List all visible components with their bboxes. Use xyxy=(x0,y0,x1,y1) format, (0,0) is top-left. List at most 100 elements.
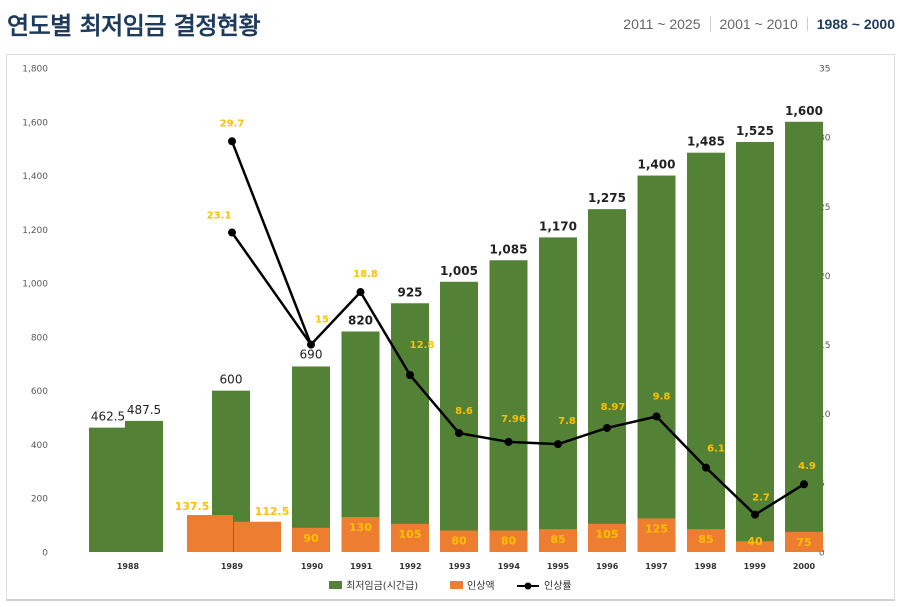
increase-bar xyxy=(785,531,823,552)
x-tick-label: 1992 xyxy=(399,562,421,571)
chart-panel: 02004006008001,0001,2001,4001,6001,80005… xyxy=(6,54,895,601)
wage-bar xyxy=(489,260,528,552)
increase-bar xyxy=(234,521,281,552)
legend-swatch-increase xyxy=(450,581,463,589)
increase-data-label: 137.5 xyxy=(175,500,210,513)
wage-data-label: 690 xyxy=(300,347,323,361)
increase-bar xyxy=(637,518,676,552)
tab-divider xyxy=(709,17,711,31)
wage-bar xyxy=(687,152,725,552)
y-left-tick-label: 1,400 xyxy=(22,172,48,182)
increase-bar xyxy=(588,523,626,552)
x-tick-label: 1999 xyxy=(744,562,767,571)
rate-data-label: 2.7 xyxy=(752,493,770,504)
increase-bar xyxy=(687,529,725,552)
x-tick-label: 2000 xyxy=(793,562,816,571)
rate-point xyxy=(228,137,236,146)
y-left-tick-label: 1,800 xyxy=(22,65,48,75)
rate-data-label: 18.8 xyxy=(353,269,378,280)
tab-1988-2000[interactable]: 1988 ~ 2000 xyxy=(816,16,895,32)
wage-data-label: 1,400 xyxy=(638,158,676,172)
rate-data-label: 12.8 xyxy=(410,340,435,351)
rate-point xyxy=(455,429,463,438)
increase-data-label: 80 xyxy=(501,534,517,547)
increase-bar xyxy=(440,530,478,552)
rate-data-label: 29.7 xyxy=(220,118,245,129)
increase-data-label: 125 xyxy=(645,522,668,535)
increase-data-label: 85 xyxy=(698,533,713,546)
rate-data-label: 23.1 xyxy=(207,211,232,222)
rate-point xyxy=(751,510,759,519)
y-right-tick-label: 10 xyxy=(819,410,831,420)
wage-data-label: 1,085 xyxy=(490,242,528,256)
legend-swatch-wage xyxy=(329,581,342,589)
y-left-tick-label: 1,600 xyxy=(22,118,48,128)
x-tick-label: 1993 xyxy=(448,562,470,571)
increase-data-label: 112.5 xyxy=(255,505,290,518)
x-tick-label: 1990 xyxy=(301,562,324,571)
x-tick-label: 1989 xyxy=(221,562,244,571)
rate-point xyxy=(800,480,808,489)
tab-2001-2010[interactable]: 2001 ~ 2010 xyxy=(719,16,798,32)
increase-bar xyxy=(489,530,528,552)
y-right-tick-label: 25 xyxy=(819,203,830,213)
legend-swatch-rate-marker xyxy=(524,582,532,590)
rate-data-label: 7.96 xyxy=(501,414,526,425)
rate-point xyxy=(406,370,414,379)
rate-point xyxy=(356,288,365,297)
rate-data-label: 8.97 xyxy=(601,402,626,413)
rate-data-label: 7.8 xyxy=(558,416,576,427)
x-tick-label: 1997 xyxy=(645,562,667,571)
increase-bar xyxy=(736,541,774,552)
wage-bar xyxy=(292,366,330,552)
wage-data-label: 1,600 xyxy=(785,104,823,118)
rate-data-label: 9.8 xyxy=(653,391,671,402)
rate-line xyxy=(230,140,313,346)
increase-data-label: 105 xyxy=(596,528,619,541)
wage-data-label: 1,485 xyxy=(687,135,725,149)
x-tick-label: 1994 xyxy=(498,562,521,571)
wage-data-label: 1,005 xyxy=(440,264,478,278)
legend-label-wage: 최저임금(시간급) xyxy=(346,579,418,592)
page-title: 연도별 최저임금 결정현황 xyxy=(7,12,261,40)
increase-data-label: 105 xyxy=(399,528,422,541)
x-tick-label: 1996 xyxy=(596,562,619,571)
x-tick-label: 1998 xyxy=(694,562,717,571)
y-left-tick-label: 0 xyxy=(42,549,48,559)
increase-data-label: 130 xyxy=(349,521,372,534)
rate-line xyxy=(230,231,805,517)
rate-point xyxy=(504,437,513,446)
rate-data-label: 15 xyxy=(315,315,329,326)
wage-bar xyxy=(391,303,429,552)
y-left-tick-label: 800 xyxy=(31,333,48,343)
x-tick-label: 1991 xyxy=(350,562,373,571)
wage-data-label: 487.5 xyxy=(127,403,161,417)
increase-data-label: 80 xyxy=(451,534,467,547)
tab-2011-2025[interactable]: 2011 ~ 2025 xyxy=(623,16,701,32)
y-left-tick-label: 400 xyxy=(31,441,48,451)
wage-data-label: 925 xyxy=(397,285,422,299)
y-left-tick-label: 1,200 xyxy=(22,226,48,236)
legend-label-rate: 인상률 xyxy=(544,580,572,592)
period-tabs: 2011 ~ 2025 2001 ~ 2010 1988 ~ 2000 xyxy=(623,16,895,32)
increase-data-label: 85 xyxy=(550,533,565,546)
rate-point xyxy=(652,412,661,421)
increase-data-label: 40 xyxy=(747,535,763,548)
increase-bar xyxy=(187,515,233,552)
y-right-tick-label: 35 xyxy=(819,65,830,75)
rate-point xyxy=(554,440,562,449)
minimum-wage-chart: 02004006008001,0001,2001,4001,6001,80005… xyxy=(22,65,831,593)
increase-data-label: 90 xyxy=(303,532,319,545)
rate-point xyxy=(603,423,611,432)
y-right-tick-label: 15 xyxy=(819,341,830,351)
y-left-tick-label: 600 xyxy=(31,387,48,397)
increase-bar xyxy=(539,529,577,552)
wage-data-label: 1,275 xyxy=(588,191,626,205)
x-tick-label: 1995 xyxy=(547,562,570,571)
x-tick-label: 1988 xyxy=(117,562,140,571)
rate-data-label: 6.1 xyxy=(707,444,725,455)
wage-bar xyxy=(637,175,676,553)
wage-data-label: 1,170 xyxy=(539,219,577,233)
wage-data-label: 1,525 xyxy=(736,124,774,138)
rate-point xyxy=(702,463,710,472)
